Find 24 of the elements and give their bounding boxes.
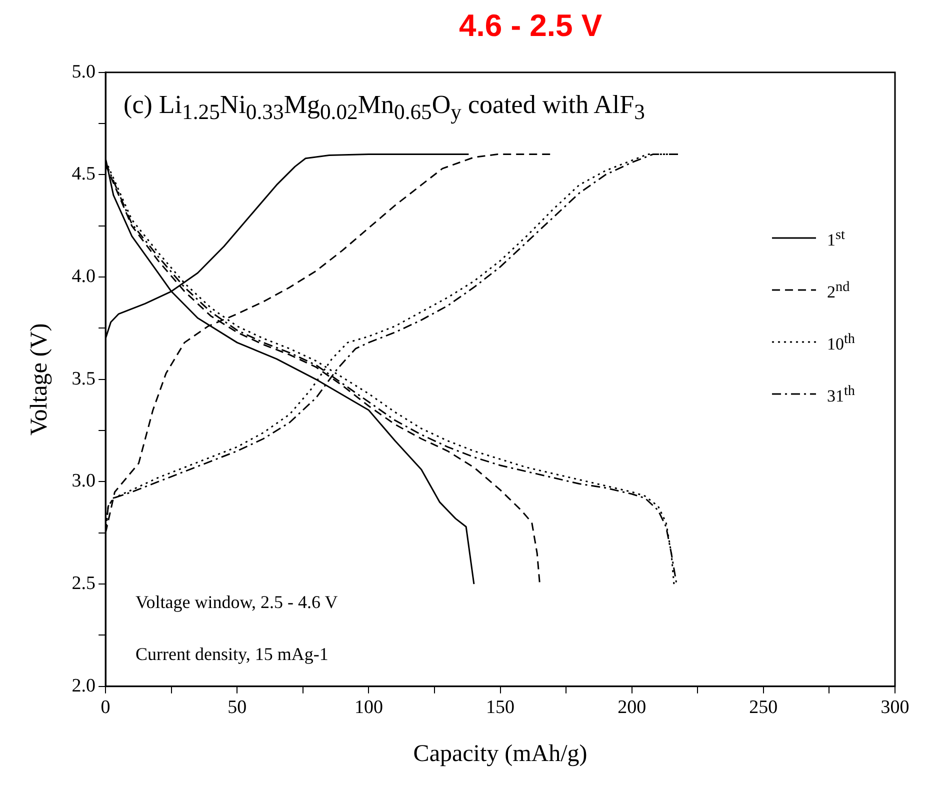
y-tick-label: 4.0 xyxy=(72,266,96,288)
x-tick-label: 250 xyxy=(749,696,778,718)
y-tick-label: 3.5 xyxy=(72,368,96,390)
x-tick-label: 150 xyxy=(486,696,515,718)
legend-label: 10$^{th}$ xyxy=(826,330,855,354)
y-tick-label: 3.0 xyxy=(72,470,96,492)
x-axis-title: Capacity (mAh/g) xyxy=(413,740,588,767)
y-axis-title: Voltage (V) xyxy=(26,323,53,436)
y-tick-label: 4.5 xyxy=(72,164,96,185)
y-tick-label: 2.5 xyxy=(72,573,96,594)
legend-label: 1$^{st}$ xyxy=(826,226,845,250)
annotation: Voltage window, 2.5 - 4.6 V xyxy=(136,592,338,614)
legend-label: 31$^{th}$ xyxy=(826,382,855,406)
y-tick-label: 2.0 xyxy=(72,675,96,696)
text: (c) Li$_{1.25}$Ni$_{0.33}$Mg$_{0.02}$Mn$_{0.65}$O$_{y}$ coated with AlF$_{3}$ xyxy=(124,90,645,125)
x-tick-label: 100 xyxy=(354,696,383,718)
x-tick-label: 50 xyxy=(228,696,247,718)
x-tick-label: 0 xyxy=(100,696,110,718)
y-tick-label: 5.0 xyxy=(72,61,96,82)
x-tick-label: 300 xyxy=(880,696,910,718)
annotation: Current density, 15 mAg-1 xyxy=(136,644,328,666)
legend-label: 2$^{nd}$ xyxy=(826,278,850,302)
chart-title: 4.6 - 2.5 V xyxy=(458,8,604,45)
x-tick-label: 200 xyxy=(618,696,646,718)
